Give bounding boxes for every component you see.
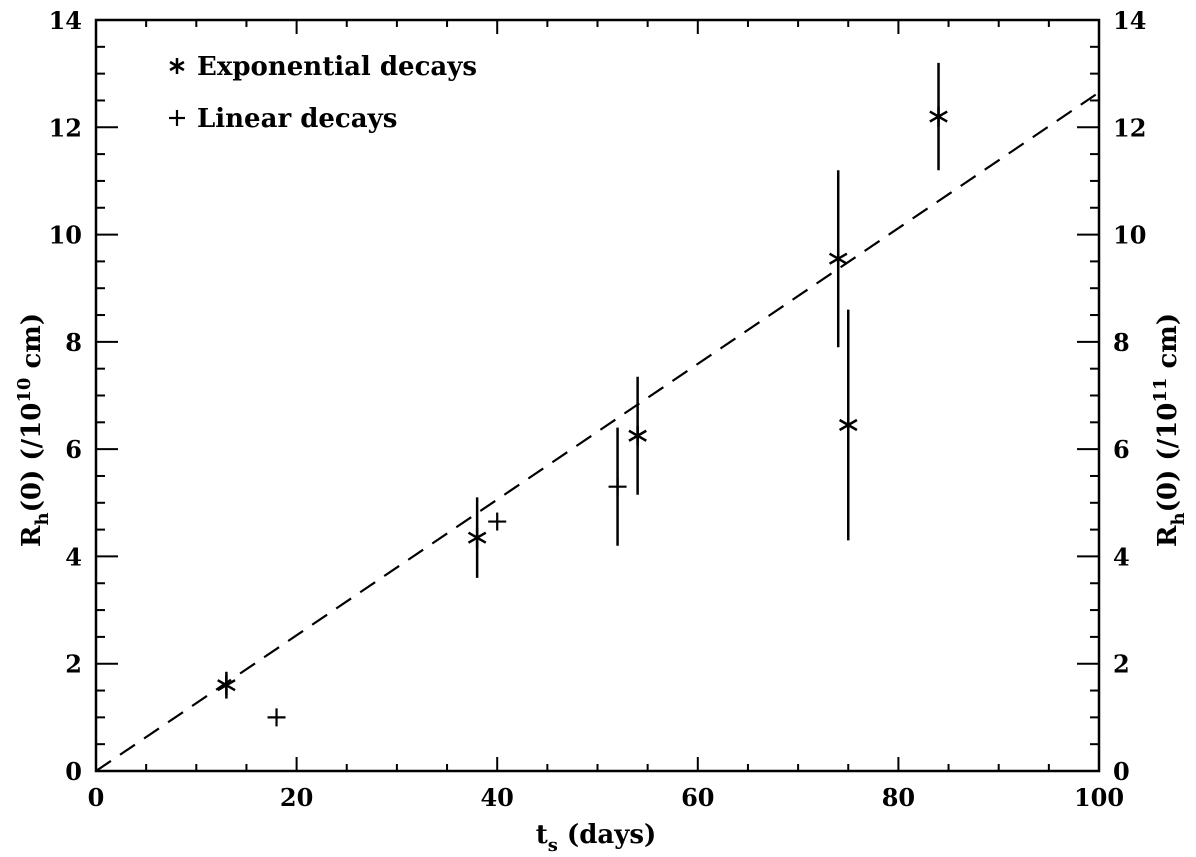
marker-asterisk	[467, 527, 487, 548]
x-tick-label: 20	[280, 783, 313, 812]
axis-ticks	[95, 19, 1100, 772]
marker-plus	[608, 477, 627, 496]
y-tick-label-right: 4	[1113, 542, 1130, 571]
x-tick-label: 80	[882, 783, 915, 812]
y-axis-title-left: Rh(0) (/1010 cm)	[14, 313, 53, 547]
y-tick-label-right: 8	[1113, 328, 1130, 357]
y-tick-label-left: 6	[65, 435, 82, 464]
marker-asterisk	[828, 248, 848, 269]
y-tick-label-right: 12	[1113, 113, 1146, 142]
y-axis-title-right: Rh(0) (/1011 cm)	[1150, 313, 1189, 547]
y-tick-label-left: 12	[49, 113, 82, 142]
x-axis-title: ts (days)	[536, 820, 657, 856]
marker-plus	[267, 708, 286, 727]
y-tick-label-right: 6	[1113, 435, 1130, 464]
marker-asterisk	[169, 58, 185, 74]
y-tick-label-left: 10	[49, 221, 82, 250]
marker-asterisk	[628, 425, 647, 446]
marker-asterisk	[838, 415, 858, 436]
legend-label: Linear decays	[197, 104, 397, 134]
legend: Exponential decays Linear decays	[169, 52, 477, 134]
y-tick-label-left: 14	[49, 6, 82, 35]
data-markers	[217, 106, 948, 727]
x-tick-label: 40	[480, 783, 513, 812]
error-bars	[225, 62, 940, 699]
y-tick-label-right: 14	[1113, 6, 1146, 35]
y-tick-label-left: 4	[65, 542, 82, 571]
marker-plus	[169, 110, 185, 126]
asterisk-stroke	[838, 418, 858, 432]
marker-asterisk	[929, 106, 948, 127]
marker-asterisk	[217, 675, 236, 696]
fit-line	[95, 91, 1100, 772]
y-tick-label-left: 2	[65, 650, 82, 679]
legend-label: Exponential decays	[197, 52, 477, 82]
marker-plus	[488, 512, 507, 531]
fit-line-dashed	[95, 91, 1100, 772]
x-tick-label: 100	[1074, 783, 1124, 812]
asterisk-stroke	[217, 679, 236, 692]
asterisk-stroke	[467, 531, 487, 544]
y-tick-label-right: 2	[1113, 650, 1130, 679]
asterisk-stroke	[929, 110, 948, 123]
y-tick-label-left: 0	[65, 757, 82, 786]
y-tick-label-left: 8	[65, 328, 82, 357]
asterisk-stroke	[169, 60, 185, 72]
y-tick-label-right: 10	[1113, 221, 1146, 250]
asterisk-stroke	[628, 429, 647, 442]
asterisk-stroke	[828, 252, 848, 265]
y-tick-label-right: 0	[1113, 757, 1130, 786]
x-tick-label: 60	[681, 783, 714, 812]
x-tick-label: 0	[88, 783, 105, 812]
